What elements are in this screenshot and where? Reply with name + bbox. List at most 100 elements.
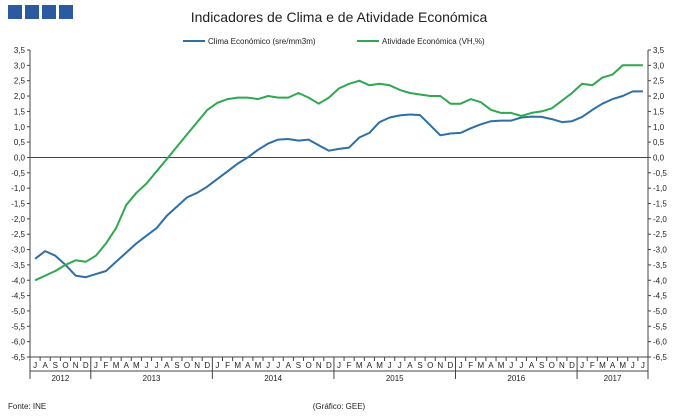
y-tick-label-right: -6,5 [653, 353, 667, 362]
x-month-label: D [569, 361, 575, 370]
y-tick-label-left: 2,5 [14, 77, 26, 86]
x-month-label: S [539, 361, 544, 370]
x-month-label: S [296, 361, 301, 370]
logo-square-4 [59, 5, 73, 19]
series-lines [34, 64, 643, 282]
y-tick-label-right: -3,0 [653, 246, 667, 255]
x-month-label: S [417, 361, 422, 370]
y-tick-label-right: -6,0 [653, 338, 667, 347]
y-tick-label-right: -4,0 [653, 276, 667, 285]
x-month-label: D [83, 361, 89, 370]
logo-square-2 [25, 5, 39, 19]
x-year-label: 2012 [51, 374, 69, 383]
y-tick-label-right: -1,0 [653, 184, 667, 193]
y-tick-label-left: -5,5 [11, 322, 25, 331]
y-tick-label-right: -5,5 [653, 322, 667, 331]
y-tick-label-left: -1,0 [11, 184, 25, 193]
y-tick-label-right: -1,5 [653, 200, 667, 209]
x-month-label: J [215, 361, 219, 370]
y-tick-label-right: 1,5 [653, 107, 665, 116]
x-month-label: F [468, 361, 473, 370]
y-axis-right: 3,5 3,0 2,5 2,0 1,5 1,0 0,5 0,0 -0,5 -1,0 -1,5 -2,0… [648, 46, 667, 362]
y-tick-label-right: -2,0 [653, 215, 667, 224]
x-month-label: A [124, 361, 130, 370]
x-month-label: O [549, 361, 555, 370]
x-month-label: M [478, 361, 485, 370]
y-tick-label-left: -4,5 [11, 292, 25, 301]
x-month-label: J [641, 361, 645, 370]
y-axis-left: 3,5 3,0 2,5 2,0 1,5 1,0 0,5 0,0 -0,5 -1,0 -1,5 -2,0… [11, 46, 30, 362]
x-month-label: A [43, 361, 49, 370]
y-tick-label-left: 0,5 [14, 138, 26, 147]
x-month-label: M [133, 361, 140, 370]
x-month-label: N [437, 361, 443, 370]
logo [8, 5, 73, 19]
y-tick-label-right: 3,5 [653, 46, 665, 55]
x-month-label: J [337, 361, 341, 370]
x-month-label: F [590, 361, 595, 370]
x-month-label: M [619, 361, 626, 370]
x-month-label: J [580, 361, 584, 370]
y-tick-label-left: -0,5 [11, 169, 25, 178]
x-year-label: 2017 [604, 374, 622, 383]
x-month-label: O [427, 361, 433, 370]
x-month-label: D [448, 361, 454, 370]
x-month-label: O [184, 361, 190, 370]
legend: Clima Económico (sre/mm3m) Atividade Eco… [183, 37, 485, 46]
x-month-label: A [164, 361, 170, 370]
legend-label-atividade: Atividade Económica (VH,%) [382, 37, 485, 46]
x-month-label: A [245, 361, 251, 370]
x-month-label: J [388, 361, 392, 370]
x-month-label: J [155, 361, 159, 370]
y-tick-label-right: 2,5 [653, 77, 665, 86]
x-month-label: A [286, 361, 292, 370]
y-tick-label-left: -3,0 [11, 246, 25, 255]
y-tick-label-left: -2,5 [11, 230, 25, 239]
y-tick-label-left: 3,0 [14, 61, 26, 70]
y-tick-label-left: 0,0 [14, 153, 26, 162]
y-tick-label-right: -3,5 [653, 261, 667, 270]
x-month-label: D [204, 361, 210, 370]
x-month-label: J [145, 361, 149, 370]
y-tick-label-right: -5,0 [653, 307, 667, 316]
x-month-label: J [266, 361, 270, 370]
y-tick-label-right: -4,5 [653, 292, 667, 301]
y-tick-label-right: 2,0 [653, 92, 665, 101]
source-note: Fonte: INE [8, 402, 46, 411]
x-month-label: A [488, 361, 494, 370]
x-year-label: 2013 [143, 374, 161, 383]
y-tick-label-left: -5,0 [11, 307, 25, 316]
x-month-label: D [326, 361, 332, 370]
series-line-clima [34, 90, 643, 279]
y-tick-label-left: -3,5 [11, 261, 25, 270]
x-year-label: 2014 [264, 374, 282, 383]
x-month-label: N [194, 361, 200, 370]
x-month-label: M [255, 361, 262, 370]
x-month-label: A [367, 361, 373, 370]
x-month-label: F [104, 361, 109, 370]
x-month-label: M [356, 361, 363, 370]
logo-square-3 [42, 5, 56, 19]
y-tick-label-left: -1,5 [11, 200, 25, 209]
x-month-label: J [276, 361, 280, 370]
y-tick-label-left: 3,5 [14, 46, 26, 55]
y-tick-label-right: 1,0 [653, 123, 665, 132]
x-month-label: M [498, 361, 505, 370]
x-month-label: F [225, 361, 230, 370]
logo-square-1 [8, 5, 22, 19]
x-month-label: M [376, 361, 383, 370]
x-month-label: N [316, 361, 322, 370]
x-month-label: J [459, 361, 463, 370]
y-tick-label-right: 0,5 [653, 138, 665, 147]
series-line-atividade [34, 64, 643, 282]
y-tick-label-right: 0,0 [653, 153, 665, 162]
y-tick-label-left: 1,0 [14, 123, 26, 132]
x-month-label: J [509, 361, 513, 370]
x-month-label: J [519, 361, 523, 370]
x-month-label: O [305, 361, 311, 370]
chart-title: Indicadores de Clima e de Atividade Econ… [191, 9, 488, 25]
x-month-label: J [33, 361, 37, 370]
y-tick-label-left: -6,0 [11, 338, 25, 347]
